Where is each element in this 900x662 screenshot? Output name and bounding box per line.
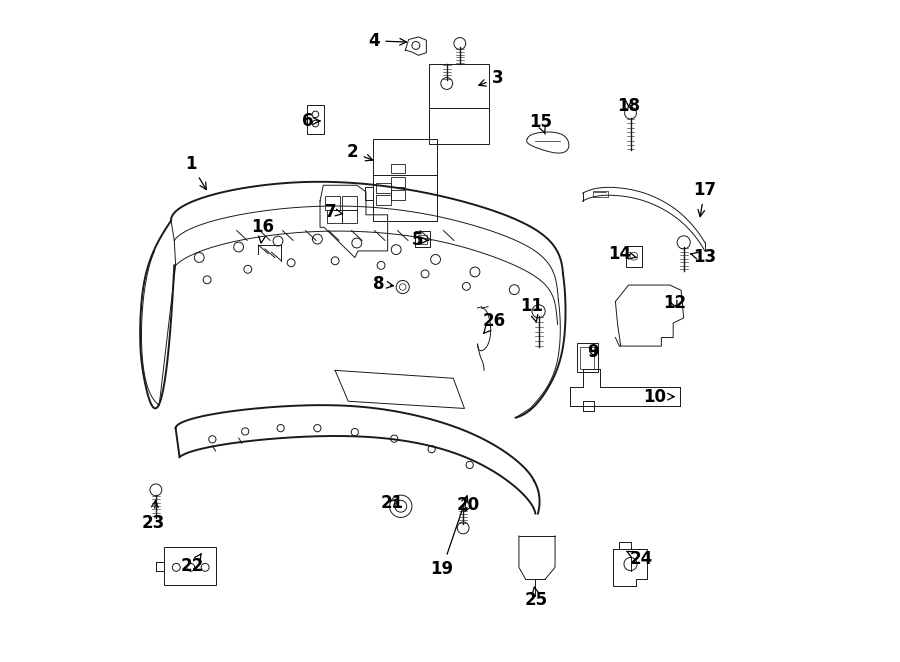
Bar xyxy=(391,164,405,173)
Text: 2: 2 xyxy=(347,144,373,162)
Bar xyxy=(418,234,427,244)
Bar xyxy=(328,211,342,223)
Text: 5: 5 xyxy=(411,232,428,250)
Bar xyxy=(580,347,594,369)
Text: 9: 9 xyxy=(588,343,598,361)
Bar xyxy=(165,547,216,585)
Text: 14: 14 xyxy=(608,244,636,263)
Text: 19: 19 xyxy=(430,496,468,578)
Text: 20: 20 xyxy=(457,496,480,514)
Text: 10: 10 xyxy=(644,388,674,406)
Text: 23: 23 xyxy=(141,500,165,532)
Bar xyxy=(342,197,357,210)
Text: 11: 11 xyxy=(520,297,544,322)
Text: 21: 21 xyxy=(381,494,404,512)
Bar xyxy=(429,64,490,144)
Bar xyxy=(577,344,598,372)
Text: 25: 25 xyxy=(525,587,548,609)
Text: 16: 16 xyxy=(251,218,274,243)
Bar xyxy=(325,197,340,210)
Bar xyxy=(376,183,391,193)
Bar xyxy=(593,191,608,197)
Text: 7: 7 xyxy=(325,203,342,220)
Bar xyxy=(582,401,594,411)
Text: 1: 1 xyxy=(185,155,206,189)
Bar xyxy=(415,231,430,247)
Text: 24: 24 xyxy=(627,549,653,568)
Text: 15: 15 xyxy=(529,113,552,134)
Text: 13: 13 xyxy=(690,248,716,267)
Text: 17: 17 xyxy=(693,181,716,216)
Text: 12: 12 xyxy=(663,294,686,312)
Bar xyxy=(376,195,391,205)
Text: 8: 8 xyxy=(374,275,393,293)
Text: 22: 22 xyxy=(181,554,204,575)
Bar xyxy=(626,246,642,267)
Text: 26: 26 xyxy=(483,312,506,334)
Bar xyxy=(307,105,324,134)
Bar xyxy=(391,190,405,200)
Text: 6: 6 xyxy=(302,112,319,130)
Text: 4: 4 xyxy=(369,32,407,50)
Bar xyxy=(373,138,436,220)
Text: 18: 18 xyxy=(617,97,640,115)
Text: 3: 3 xyxy=(479,70,503,87)
Bar xyxy=(391,177,405,187)
Bar xyxy=(342,211,357,223)
